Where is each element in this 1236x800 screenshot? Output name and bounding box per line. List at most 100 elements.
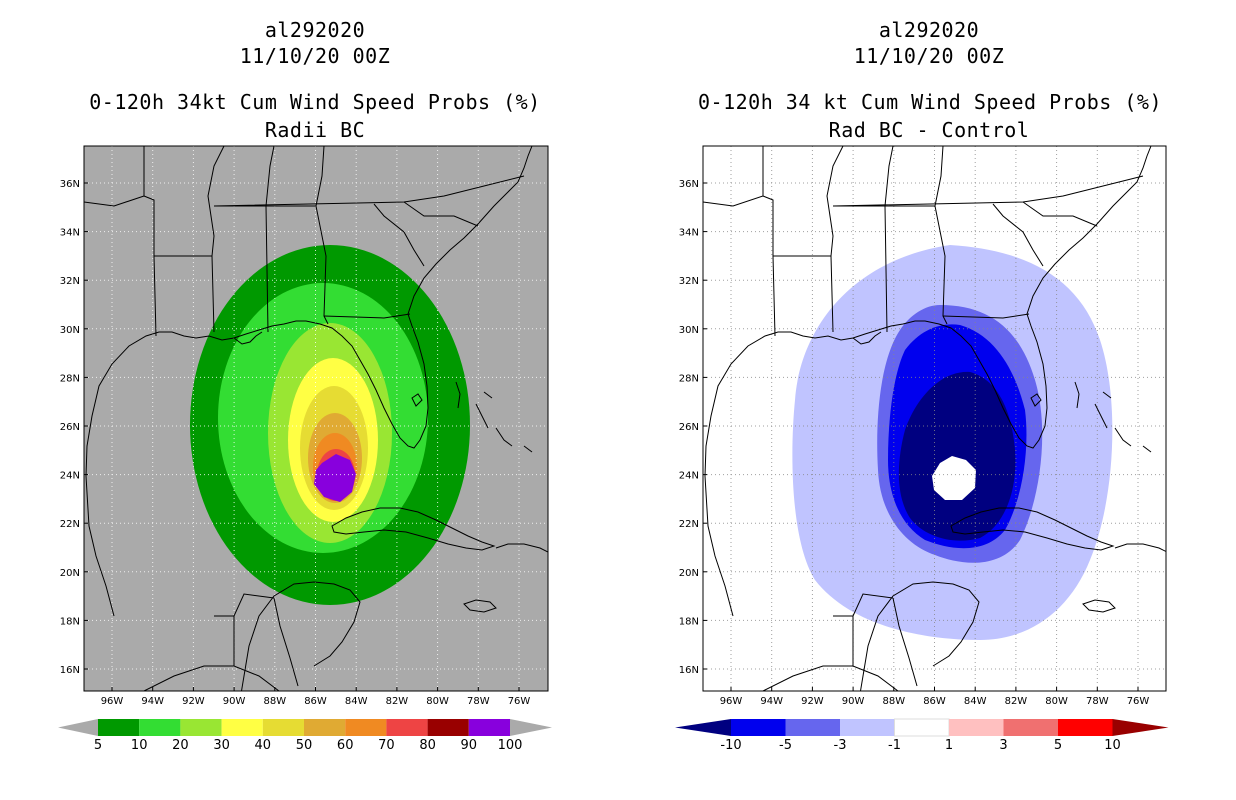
colorbar-label: -10 bbox=[720, 738, 741, 753]
right-colorbar: -10 -5 -3 -1 1 3 5 10 bbox=[675, 718, 1169, 753]
colorbar-swatch bbox=[731, 719, 786, 736]
diff-near-zero-center bbox=[932, 456, 976, 500]
lat-tick-label: 30N bbox=[60, 325, 80, 336]
lon-tick-label: 88W bbox=[263, 696, 286, 707]
colorbar-label: -1 bbox=[888, 738, 901, 753]
lat-tick-label: 20N bbox=[60, 568, 80, 579]
lat-tick-label: 18N bbox=[60, 616, 80, 627]
lon-tick-label: 90W bbox=[842, 696, 865, 707]
colorbar-swatch bbox=[468, 719, 510, 736]
colorbar-label: 80 bbox=[419, 738, 436, 753]
lon-tick-label: 84W bbox=[964, 696, 987, 707]
colorbar-swatch bbox=[180, 719, 222, 736]
colorbar-label: 60 bbox=[337, 738, 354, 753]
lat-tick-label: 30N bbox=[679, 325, 699, 336]
left-storm-id: al292020 bbox=[264, 18, 366, 42]
lat-tick-label: 18N bbox=[679, 616, 699, 627]
colorbar-swatch bbox=[427, 719, 469, 736]
colorbar-label: 20 bbox=[172, 738, 189, 753]
lon-tick-label: 90W bbox=[223, 696, 246, 707]
lat-tick-label: 16N bbox=[679, 665, 699, 676]
colorbar-label: 40 bbox=[255, 738, 272, 753]
colorbar-swatch bbox=[98, 719, 140, 736]
colorbar-label: -5 bbox=[779, 738, 792, 753]
lat-tick-label: 26N bbox=[679, 422, 699, 433]
colorbar-swatch bbox=[386, 719, 428, 736]
lat-tick-label: 22N bbox=[679, 519, 699, 530]
colorbar-swatch bbox=[785, 719, 840, 736]
left-lat-ticks: 36N 34N 32N 30N 28N 26N 24N 22N 20N 18N 16N bbox=[60, 179, 88, 676]
lat-tick-label: 34N bbox=[60, 228, 80, 239]
colorbar-label: 30 bbox=[213, 738, 230, 753]
lat-tick-label: 22N bbox=[60, 519, 80, 530]
right-lon-ticks: 96W 94W 92W 90W 88W 86W 84W 82W 80W 78W 76W bbox=[720, 687, 1150, 707]
lat-tick-label: 32N bbox=[60, 276, 80, 287]
left-map-title: 0-120h 34kt Cum Wind Speed Probs (%) bbox=[89, 90, 541, 114]
lat-tick-label: 16N bbox=[60, 665, 80, 676]
lon-tick-label: 80W bbox=[1045, 696, 1068, 707]
left-datetime: 11/10/20 00Z bbox=[239, 44, 391, 68]
lat-tick-label: 26N bbox=[60, 422, 80, 433]
lat-tick-label: 28N bbox=[679, 373, 699, 384]
colorbar-label: 10 bbox=[131, 738, 148, 753]
lat-tick-label: 36N bbox=[60, 179, 80, 190]
right-map-subtitle: Rad BC - Control bbox=[828, 118, 1030, 142]
left-colorbar: 5 10 20 30 40 50 60 70 80 90 100 bbox=[58, 719, 552, 753]
lon-tick-label: 78W bbox=[467, 696, 490, 707]
colorbar-swatch bbox=[345, 719, 387, 736]
lon-tick-label: 78W bbox=[1086, 696, 1109, 707]
colorbar-swatch bbox=[894, 718, 950, 737]
left-map-subtitle: Radii BC bbox=[264, 118, 366, 142]
lon-tick-label: 94W bbox=[141, 696, 164, 707]
lat-tick-label: 34N bbox=[679, 228, 699, 239]
colorbar-label: 50 bbox=[296, 738, 313, 753]
lat-tick-label: 32N bbox=[679, 276, 699, 287]
lon-tick-label: 76W bbox=[1127, 696, 1150, 707]
colorbar-label: 70 bbox=[378, 738, 395, 753]
lon-tick-label: 82W bbox=[1005, 696, 1028, 707]
lon-tick-label: 82W bbox=[386, 696, 409, 707]
colorbar-swatch bbox=[840, 719, 895, 736]
colorbar-low-arrow bbox=[58, 719, 98, 736]
right-map-panel: 36N 34N 32N 30N 28N 26N 24N 22N 20N 18N 16N 96W 94W… bbox=[679, 145, 1167, 707]
colorbar-label: 90 bbox=[461, 738, 478, 753]
colorbar-swatch bbox=[262, 719, 304, 736]
colorbar-label: 5 bbox=[94, 738, 102, 753]
diff-minus10 bbox=[898, 371, 1016, 541]
left-lon-ticks: 96W 94W 92W 90W 88W 86W 84W 82W 80W 78W 76W bbox=[101, 687, 531, 707]
lat-tick-label: 28N bbox=[60, 373, 80, 384]
colorbar-swatch bbox=[139, 719, 181, 736]
lon-tick-label: 76W bbox=[508, 696, 531, 707]
colorbar-swatch bbox=[1003, 719, 1058, 736]
lat-tick-label: 20N bbox=[679, 568, 699, 579]
lon-tick-label: 80W bbox=[426, 696, 449, 707]
colorbar-label: 1 bbox=[945, 738, 953, 753]
lon-tick-label: 84W bbox=[345, 696, 368, 707]
colorbar-label: -3 bbox=[834, 738, 847, 753]
lon-tick-label: 92W bbox=[182, 696, 205, 707]
lat-tick-label: 36N bbox=[679, 179, 699, 190]
lon-tick-label: 86W bbox=[923, 696, 946, 707]
colorbar-label: 3 bbox=[999, 738, 1007, 753]
right-storm-id: al292020 bbox=[878, 18, 980, 42]
right-lat-ticks: 36N 34N 32N 30N 28N 26N 24N 22N 20N 18N 16N bbox=[679, 179, 707, 676]
colorbar-high-arrow bbox=[1112, 719, 1169, 736]
colorbar-label: 100 bbox=[498, 738, 523, 753]
right-map-title: 0-120h 34 kt Cum Wind Speed Probs (%) bbox=[697, 90, 1163, 114]
left-map-panel: 36N 34N 32N 30N 28N 26N 24N 22N 20N 18N 16N 96W 94W… bbox=[60, 145, 549, 707]
lon-tick-label: 92W bbox=[801, 696, 824, 707]
lon-tick-label: 88W bbox=[882, 696, 905, 707]
colorbar-swatch bbox=[221, 719, 263, 736]
colorbar-swatch bbox=[949, 719, 1004, 736]
lon-tick-label: 96W bbox=[720, 696, 743, 707]
right-datetime: 11/10/20 00Z bbox=[853, 44, 1005, 68]
colorbar-swatch bbox=[1058, 719, 1113, 736]
colorbar-low-arrow bbox=[675, 719, 731, 736]
colorbar-high-arrow bbox=[510, 719, 552, 736]
lon-tick-label: 96W bbox=[101, 696, 124, 707]
lon-tick-label: 86W bbox=[304, 696, 327, 707]
colorbar-label: 5 bbox=[1054, 738, 1062, 753]
lat-tick-label: 24N bbox=[60, 471, 80, 482]
colorbar-label: 10 bbox=[1104, 738, 1121, 753]
lat-tick-label: 24N bbox=[679, 471, 699, 482]
